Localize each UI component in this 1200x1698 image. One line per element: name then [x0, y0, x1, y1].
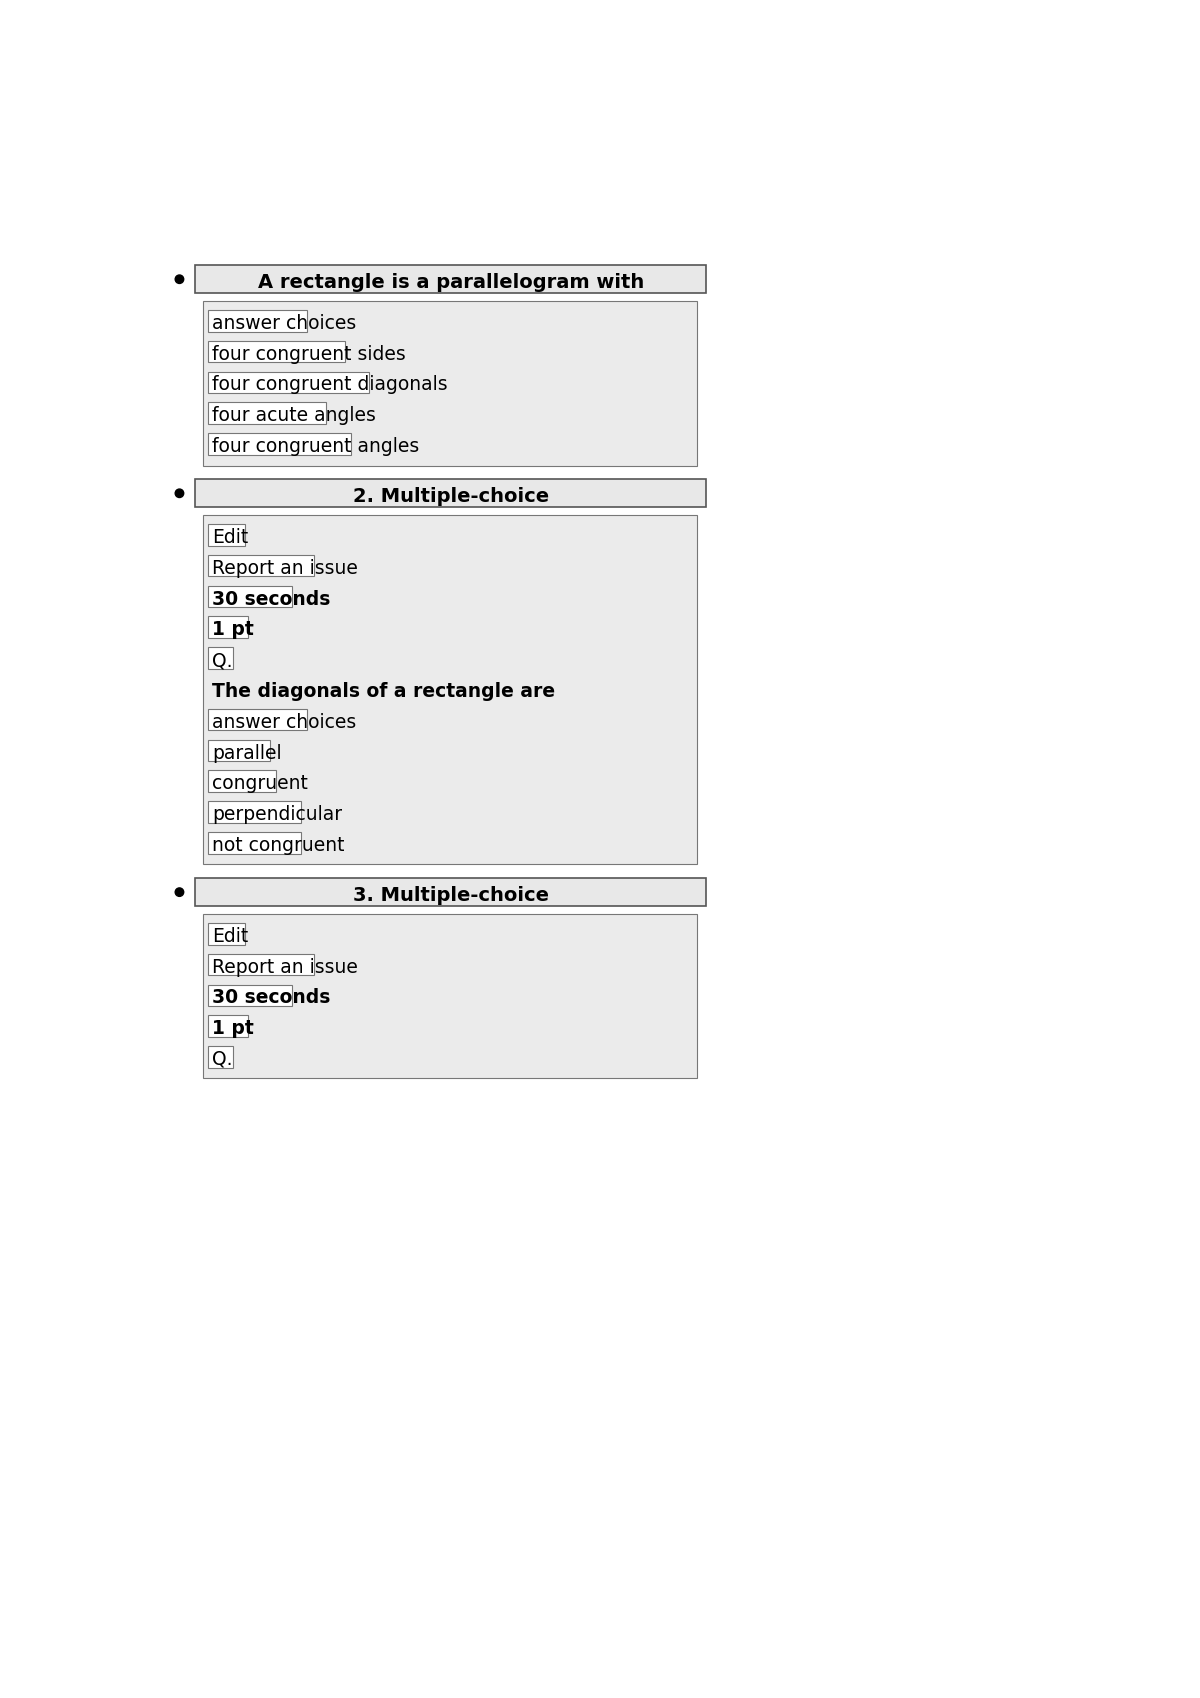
Bar: [208, 525, 245, 545]
Text: congruent: congruent: [212, 774, 308, 793]
Bar: [208, 771, 276, 791]
Bar: [203, 301, 697, 465]
Bar: [208, 954, 313, 975]
Text: perpendicular: perpendicular: [212, 805, 342, 824]
Bar: [208, 1046, 233, 1068]
Text: not congruent: not congruent: [212, 835, 344, 854]
Bar: [203, 514, 697, 864]
Bar: [203, 914, 697, 1078]
Text: Report an issue: Report an issue: [212, 559, 358, 577]
Bar: [208, 586, 292, 608]
Bar: [194, 479, 707, 508]
Bar: [208, 801, 301, 824]
Text: four congruent sides: four congruent sides: [212, 345, 406, 363]
Bar: [208, 985, 292, 1007]
Bar: [194, 878, 707, 907]
Text: Q.: Q.: [212, 650, 233, 671]
Bar: [208, 1015, 248, 1037]
Text: Edit: Edit: [212, 927, 248, 946]
Bar: [208, 341, 344, 362]
Text: four congruent angles: four congruent angles: [212, 436, 419, 457]
Text: 1 pt: 1 pt: [212, 1019, 253, 1037]
Text: answer choices: answer choices: [212, 314, 356, 333]
Circle shape: [175, 275, 184, 284]
Circle shape: [175, 888, 184, 897]
Text: four congruent diagonals: four congruent diagonals: [212, 375, 448, 394]
Text: 30 seconds: 30 seconds: [212, 988, 330, 1007]
Text: Edit: Edit: [212, 528, 248, 547]
Bar: [208, 740, 270, 761]
Bar: [194, 265, 707, 294]
Text: Report an issue: Report an issue: [212, 958, 358, 976]
Text: answer choices: answer choices: [212, 713, 356, 732]
Bar: [208, 924, 245, 944]
Circle shape: [175, 489, 184, 498]
Bar: [208, 708, 307, 730]
Text: 30 seconds: 30 seconds: [212, 589, 330, 608]
Bar: [208, 832, 301, 854]
Bar: [208, 433, 350, 455]
Text: A rectangle is a parallelogram with: A rectangle is a parallelogram with: [258, 273, 644, 292]
Text: The diagonals of a rectangle are: The diagonals of a rectangle are: [212, 683, 556, 701]
Text: 1 pt: 1 pt: [212, 620, 253, 640]
Bar: [208, 402, 326, 424]
Text: Q.: Q.: [212, 1049, 233, 1070]
Text: 2. Multiple-choice: 2. Multiple-choice: [353, 487, 548, 506]
Bar: [208, 311, 307, 331]
Bar: [208, 555, 313, 576]
Text: four acute angles: four acute angles: [212, 406, 376, 424]
Bar: [208, 647, 233, 669]
Text: parallel: parallel: [212, 744, 282, 762]
Text: 3. Multiple-choice: 3. Multiple-choice: [353, 886, 548, 905]
Bar: [208, 616, 248, 638]
Bar: [208, 372, 370, 394]
